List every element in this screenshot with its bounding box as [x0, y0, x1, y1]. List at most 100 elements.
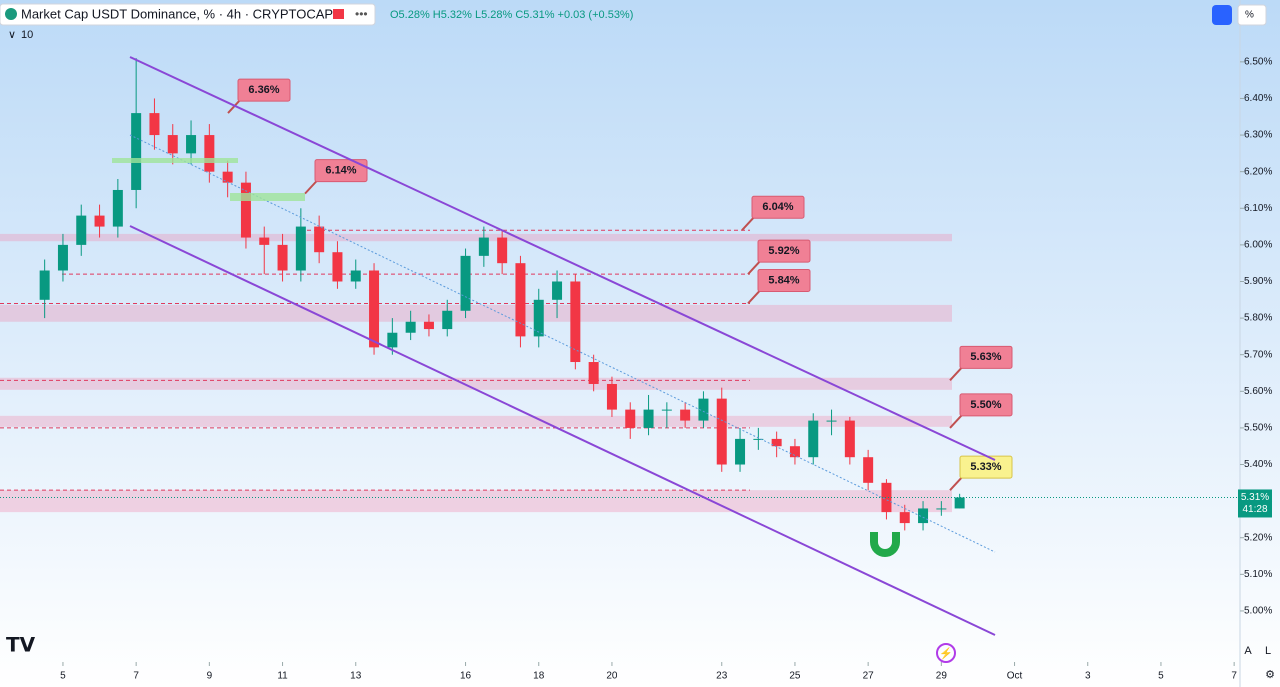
x-tick-label: 23: [716, 671, 728, 682]
callout-label: 5.50%: [970, 399, 1001, 411]
auto-button[interactable]: A: [1244, 645, 1252, 657]
last-price-label: 5.31%: [1241, 492, 1269, 503]
candle-body: [863, 457, 874, 483]
y-tick-label: 6.10%: [1244, 203, 1272, 214]
y-tick-label: 5.60%: [1244, 386, 1272, 397]
candle-body: [899, 512, 910, 524]
callout-pointer: [304, 179, 318, 195]
x-tick-label: 25: [789, 671, 801, 682]
x-tick-label: 16: [460, 671, 472, 682]
candle-body: [826, 420, 837, 422]
symbol-box[interactable]: [0, 3, 376, 26]
candle-body: [277, 244, 288, 271]
candle-body: [753, 438, 764, 440]
symbol-title: Market Cap USDT Dominance, % · 4h · CRYP…: [21, 6, 333, 21]
candle-body: [918, 508, 929, 524]
callout-box: [751, 195, 805, 219]
candle-body: [625, 409, 636, 428]
ohlc: O5.28% H5.32% L5.28% C5.31% +0.03 (+0.53…: [390, 9, 633, 21]
candle-body: [478, 237, 489, 256]
flash-icon[interactable]: [936, 643, 956, 663]
callout-label: 5.92%: [768, 245, 799, 257]
support-box: [112, 158, 238, 163]
x-tick-label: 11: [277, 671, 288, 682]
candle-body: [204, 135, 215, 172]
zone: [0, 415, 952, 427]
watermark: 𝗧𝗩: [6, 634, 36, 656]
candle-body: [844, 420, 855, 458]
candle-body: [405, 321, 416, 333]
flash-glyph: ⚡: [939, 647, 953, 660]
candle-body: [131, 113, 142, 190]
candle-body: [881, 482, 892, 513]
candle-body: [167, 135, 178, 154]
candle-body: [442, 310, 453, 330]
callout-box: [959, 345, 1013, 369]
more[interactable]: •••: [355, 7, 368, 21]
candle-body: [661, 409, 672, 411]
zone: [0, 377, 952, 390]
y-tick-label: 6.40%: [1244, 93, 1272, 104]
candle-body: [515, 263, 526, 337]
candle-body: [570, 281, 581, 363]
callout-pointer: [949, 366, 963, 382]
y-tick-label: 6.30%: [1244, 130, 1272, 141]
candle-body: [350, 270, 361, 282]
callout-label: 5.84%: [768, 274, 799, 286]
channel-upper: [129, 56, 996, 461]
x-tick-label: 5: [1158, 671, 1164, 682]
countdown: 41:28: [1242, 504, 1267, 515]
callout-pointer: [741, 216, 755, 231]
x-tick-label: 3: [1085, 671, 1091, 682]
zone: [0, 490, 952, 513]
candle-body: [76, 215, 87, 245]
x-tick-label: 7: [1231, 671, 1237, 682]
support-box: [230, 193, 305, 201]
last-price-box: [1238, 489, 1272, 518]
magnet-icon[interactable]: [870, 532, 900, 557]
y-tick-label: 5.10%: [1244, 569, 1272, 580]
y-tick-label: 5.40%: [1244, 459, 1272, 470]
candle-body: [222, 171, 233, 183]
y-tick-label: 6.00%: [1244, 240, 1272, 251]
zone: [0, 233, 952, 242]
candle-body: [552, 281, 563, 300]
x-tick-label: 9: [207, 671, 213, 682]
callout-pointer: [949, 414, 963, 429]
channel-mid: [129, 134, 996, 553]
y-tick-label: 5.20%: [1244, 532, 1272, 543]
flag[interactable]: [333, 9, 344, 19]
candle-body: [497, 237, 508, 264]
candle-body: [643, 409, 654, 428]
scale-icon[interactable]: [1212, 5, 1232, 25]
candle-body: [94, 215, 105, 227]
candle-body: [57, 244, 68, 271]
x-tick-label: 7: [133, 671, 139, 682]
candle-body: [460, 255, 471, 311]
candle-body: [112, 189, 123, 227]
log-button[interactable]: L: [1265, 645, 1271, 657]
y-tick-label: 6.20%: [1244, 166, 1272, 177]
candle-body: [186, 135, 197, 154]
candle-body: [808, 420, 819, 458]
candle-body: [39, 270, 50, 300]
symbol-logo: [5, 8, 17, 20]
percent-button[interactable]: [1237, 4, 1267, 26]
indicator-toggle[interactable]: ∨: [8, 29, 16, 41]
candle-body: [680, 409, 691, 421]
callout-label: 6.14%: [325, 165, 356, 177]
y-tick-label: 5.90%: [1244, 276, 1272, 287]
settings[interactable]: ⚙: [1265, 669, 1275, 681]
candle-body: [314, 226, 325, 253]
x-tick-label: 5: [60, 671, 66, 682]
callout-box: [757, 268, 811, 292]
zone: [0, 304, 952, 322]
x-tick-label: 29: [936, 671, 948, 682]
y-tick-label: 5.50%: [1244, 423, 1272, 434]
callout-pointer: [747, 260, 761, 275]
channel-lower: [129, 225, 996, 636]
callout-label: 6.36%: [248, 84, 279, 96]
candle-body: [936, 508, 947, 510]
callout-box: [314, 159, 368, 183]
